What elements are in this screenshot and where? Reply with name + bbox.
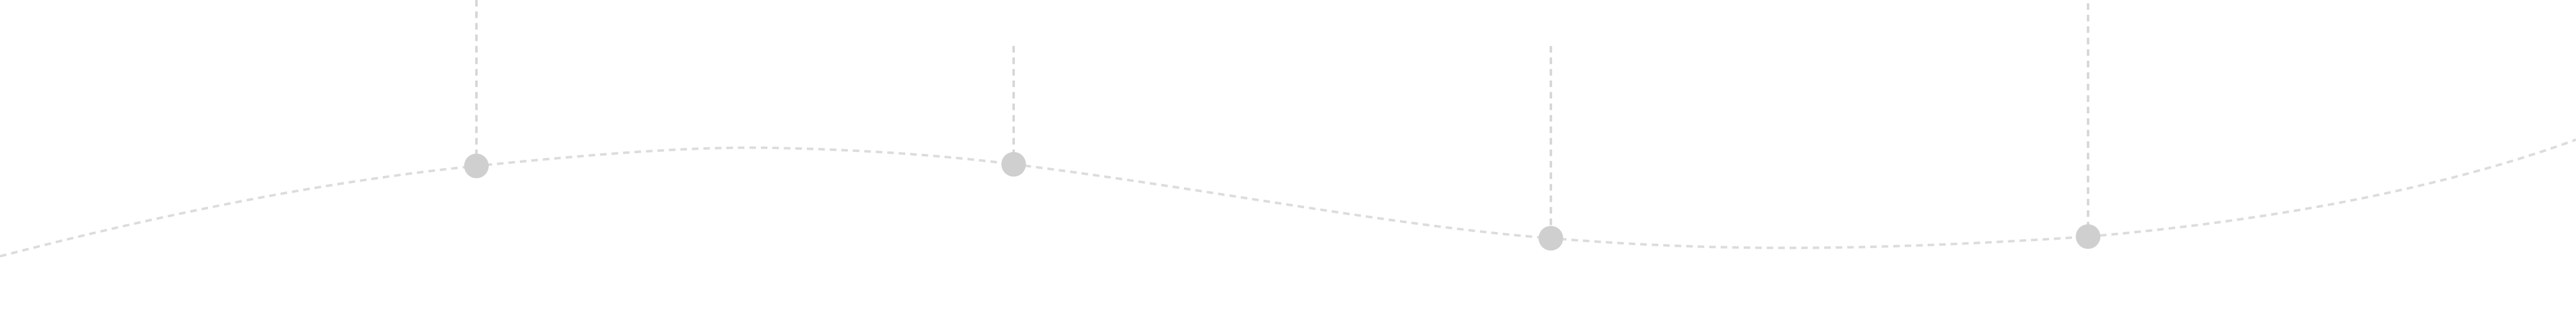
timeline-dot <box>2076 224 2101 249</box>
timeline-dot <box>1001 151 1026 177</box>
timeline-dot <box>1538 225 1563 251</box>
timeline-dot <box>464 153 489 178</box>
wave-path <box>0 138 2576 258</box>
